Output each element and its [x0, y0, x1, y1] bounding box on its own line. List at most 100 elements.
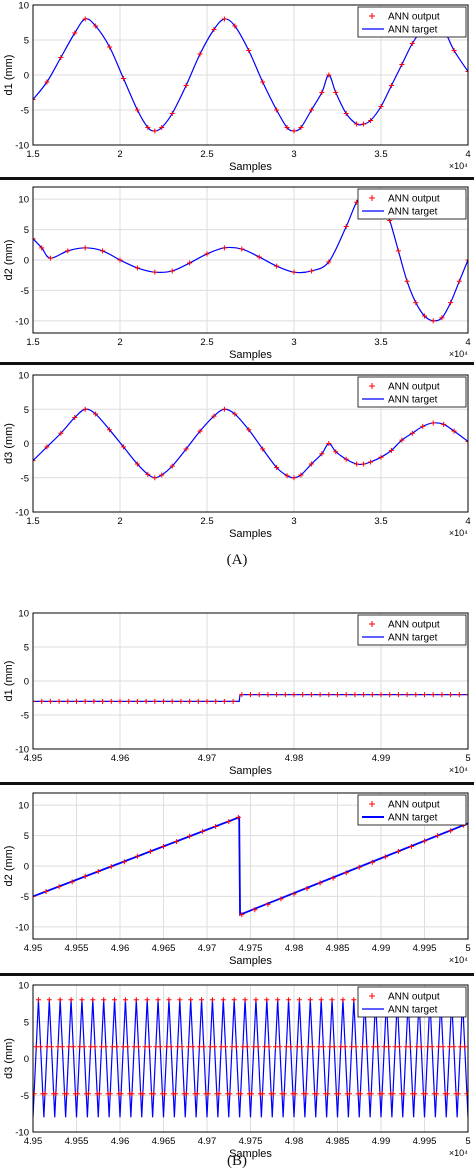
- x-tick-label: 4.95: [24, 1136, 43, 1147]
- output-marker: [70, 1044, 76, 1050]
- output-marker: [59, 1044, 65, 1050]
- output-marker: [229, 1044, 235, 1050]
- x-axis-label: Samples: [229, 1148, 272, 1160]
- output-marker: [292, 1091, 298, 1097]
- output-marker: [33, 236, 36, 242]
- legend: ANN output ANN target: [357, 794, 467, 826]
- output-marker: [388, 447, 394, 453]
- output-marker: [33, 97, 36, 102]
- y-tick-label: 5: [24, 1017, 29, 1028]
- output-marker: [395, 848, 401, 854]
- output-marker: [440, 1044, 446, 1050]
- output-marker: [246, 427, 252, 433]
- y-tick-label: 5: [24, 225, 29, 236]
- output-marker: [44, 79, 50, 85]
- output-marker: [169, 463, 175, 469]
- y-tick-label: 5: [24, 36, 29, 47]
- output-marker: [212, 1044, 218, 1050]
- y-tick-label: 10: [18, 1, 29, 12]
- output-marker: [448, 692, 454, 698]
- output-marker: [298, 125, 304, 130]
- axes-frame: [32, 792, 469, 940]
- output-marker: [343, 692, 349, 698]
- x-tick-label: 1.5: [26, 149, 39, 160]
- legend-output-label: ANN output: [388, 800, 440, 811]
- output-marker: [242, 997, 248, 1003]
- output-marker: [435, 833, 441, 839]
- x-tick-label: 3: [291, 337, 296, 348]
- x-exponent-label: ×10⁴: [449, 349, 468, 359]
- output-marker: [194, 1091, 200, 1097]
- output-marker: [169, 111, 175, 116]
- x-tick-label: 4.975: [239, 943, 263, 954]
- output-marker: [441, 421, 447, 427]
- axes-frame: [32, 984, 469, 1133]
- chart-panel-4: 4.95 4.96 4.97 4.98 4.99 5 10 5 0 -5 -10 Samples d1 …: [3, 609, 471, 778]
- x-tick-label: 1.5: [26, 516, 39, 527]
- output-marker: [320, 1044, 326, 1050]
- output-marker: [85, 1091, 91, 1097]
- output-marker: [425, 1044, 431, 1050]
- output-marker: [343, 456, 349, 462]
- output-marker: [291, 128, 297, 134]
- output-marker: [155, 997, 161, 1003]
- output-marker: [433, 1091, 439, 1097]
- output-marker: [368, 459, 374, 465]
- legend-output-label: ANN output: [388, 194, 440, 205]
- output-marker: [288, 1044, 294, 1050]
- x-tick-label: 4.955: [65, 943, 89, 954]
- output-marker: [420, 423, 426, 429]
- x-exponent-label: ×10⁴: [449, 955, 468, 965]
- axes-frame: [32, 4, 469, 146]
- output-marker: [319, 90, 325, 95]
- output-marker: [82, 16, 88, 22]
- output-marker: [436, 1044, 442, 1050]
- output-marker: [364, 1044, 370, 1050]
- y-axis-label: d2 (mm): [3, 240, 15, 281]
- output-marker: [220, 997, 226, 1003]
- output-marker: [90, 997, 96, 1003]
- output-marker: [413, 300, 419, 306]
- output-marker: [291, 269, 297, 275]
- output-marker: [46, 997, 52, 1003]
- y-tick-label: 10: [18, 801, 29, 812]
- output-marker: [145, 125, 151, 130]
- output-marker: [448, 300, 454, 306]
- output-marker: [56, 698, 62, 704]
- output-marker: [42, 1091, 48, 1097]
- x-tick-label: 3.5: [374, 337, 387, 348]
- output-marker: [298, 472, 304, 478]
- output-marker: [331, 1044, 337, 1050]
- output-marker: [107, 1091, 113, 1097]
- legend-target-label: ANN target: [388, 813, 438, 824]
- output-marker: [175, 1044, 181, 1050]
- output-marker: [143, 698, 149, 704]
- output-marker: [195, 698, 201, 704]
- output-marker: [147, 848, 153, 854]
- output-marker: [196, 1044, 202, 1050]
- caption-a: (A): [226, 552, 248, 568]
- output-marker: [209, 997, 215, 1003]
- output-marker: [152, 698, 158, 704]
- output-marker: [456, 692, 462, 698]
- output-marker: [221, 698, 227, 704]
- output-marker: [232, 411, 238, 417]
- output-marker: [266, 1044, 272, 1050]
- y-tick-label: 0: [24, 862, 29, 873]
- output-marker: [95, 868, 101, 874]
- output-marker: [430, 318, 436, 324]
- output-marker: [259, 1091, 265, 1097]
- output-marker: [369, 859, 375, 865]
- y-tick-label: -10: [15, 316, 29, 327]
- output-marker: [227, 1091, 233, 1097]
- output-marker: [134, 461, 140, 467]
- output-marker: [152, 475, 158, 481]
- legend-output-marker: [369, 801, 375, 807]
- output-marker: [134, 698, 140, 704]
- output-marker: [399, 437, 405, 443]
- x-tick-label: 1.5: [26, 337, 39, 348]
- output-marker: [120, 444, 126, 450]
- output-marker: [282, 692, 288, 698]
- x-tick-label: 3: [291, 149, 296, 160]
- output-marker: [273, 1044, 279, 1050]
